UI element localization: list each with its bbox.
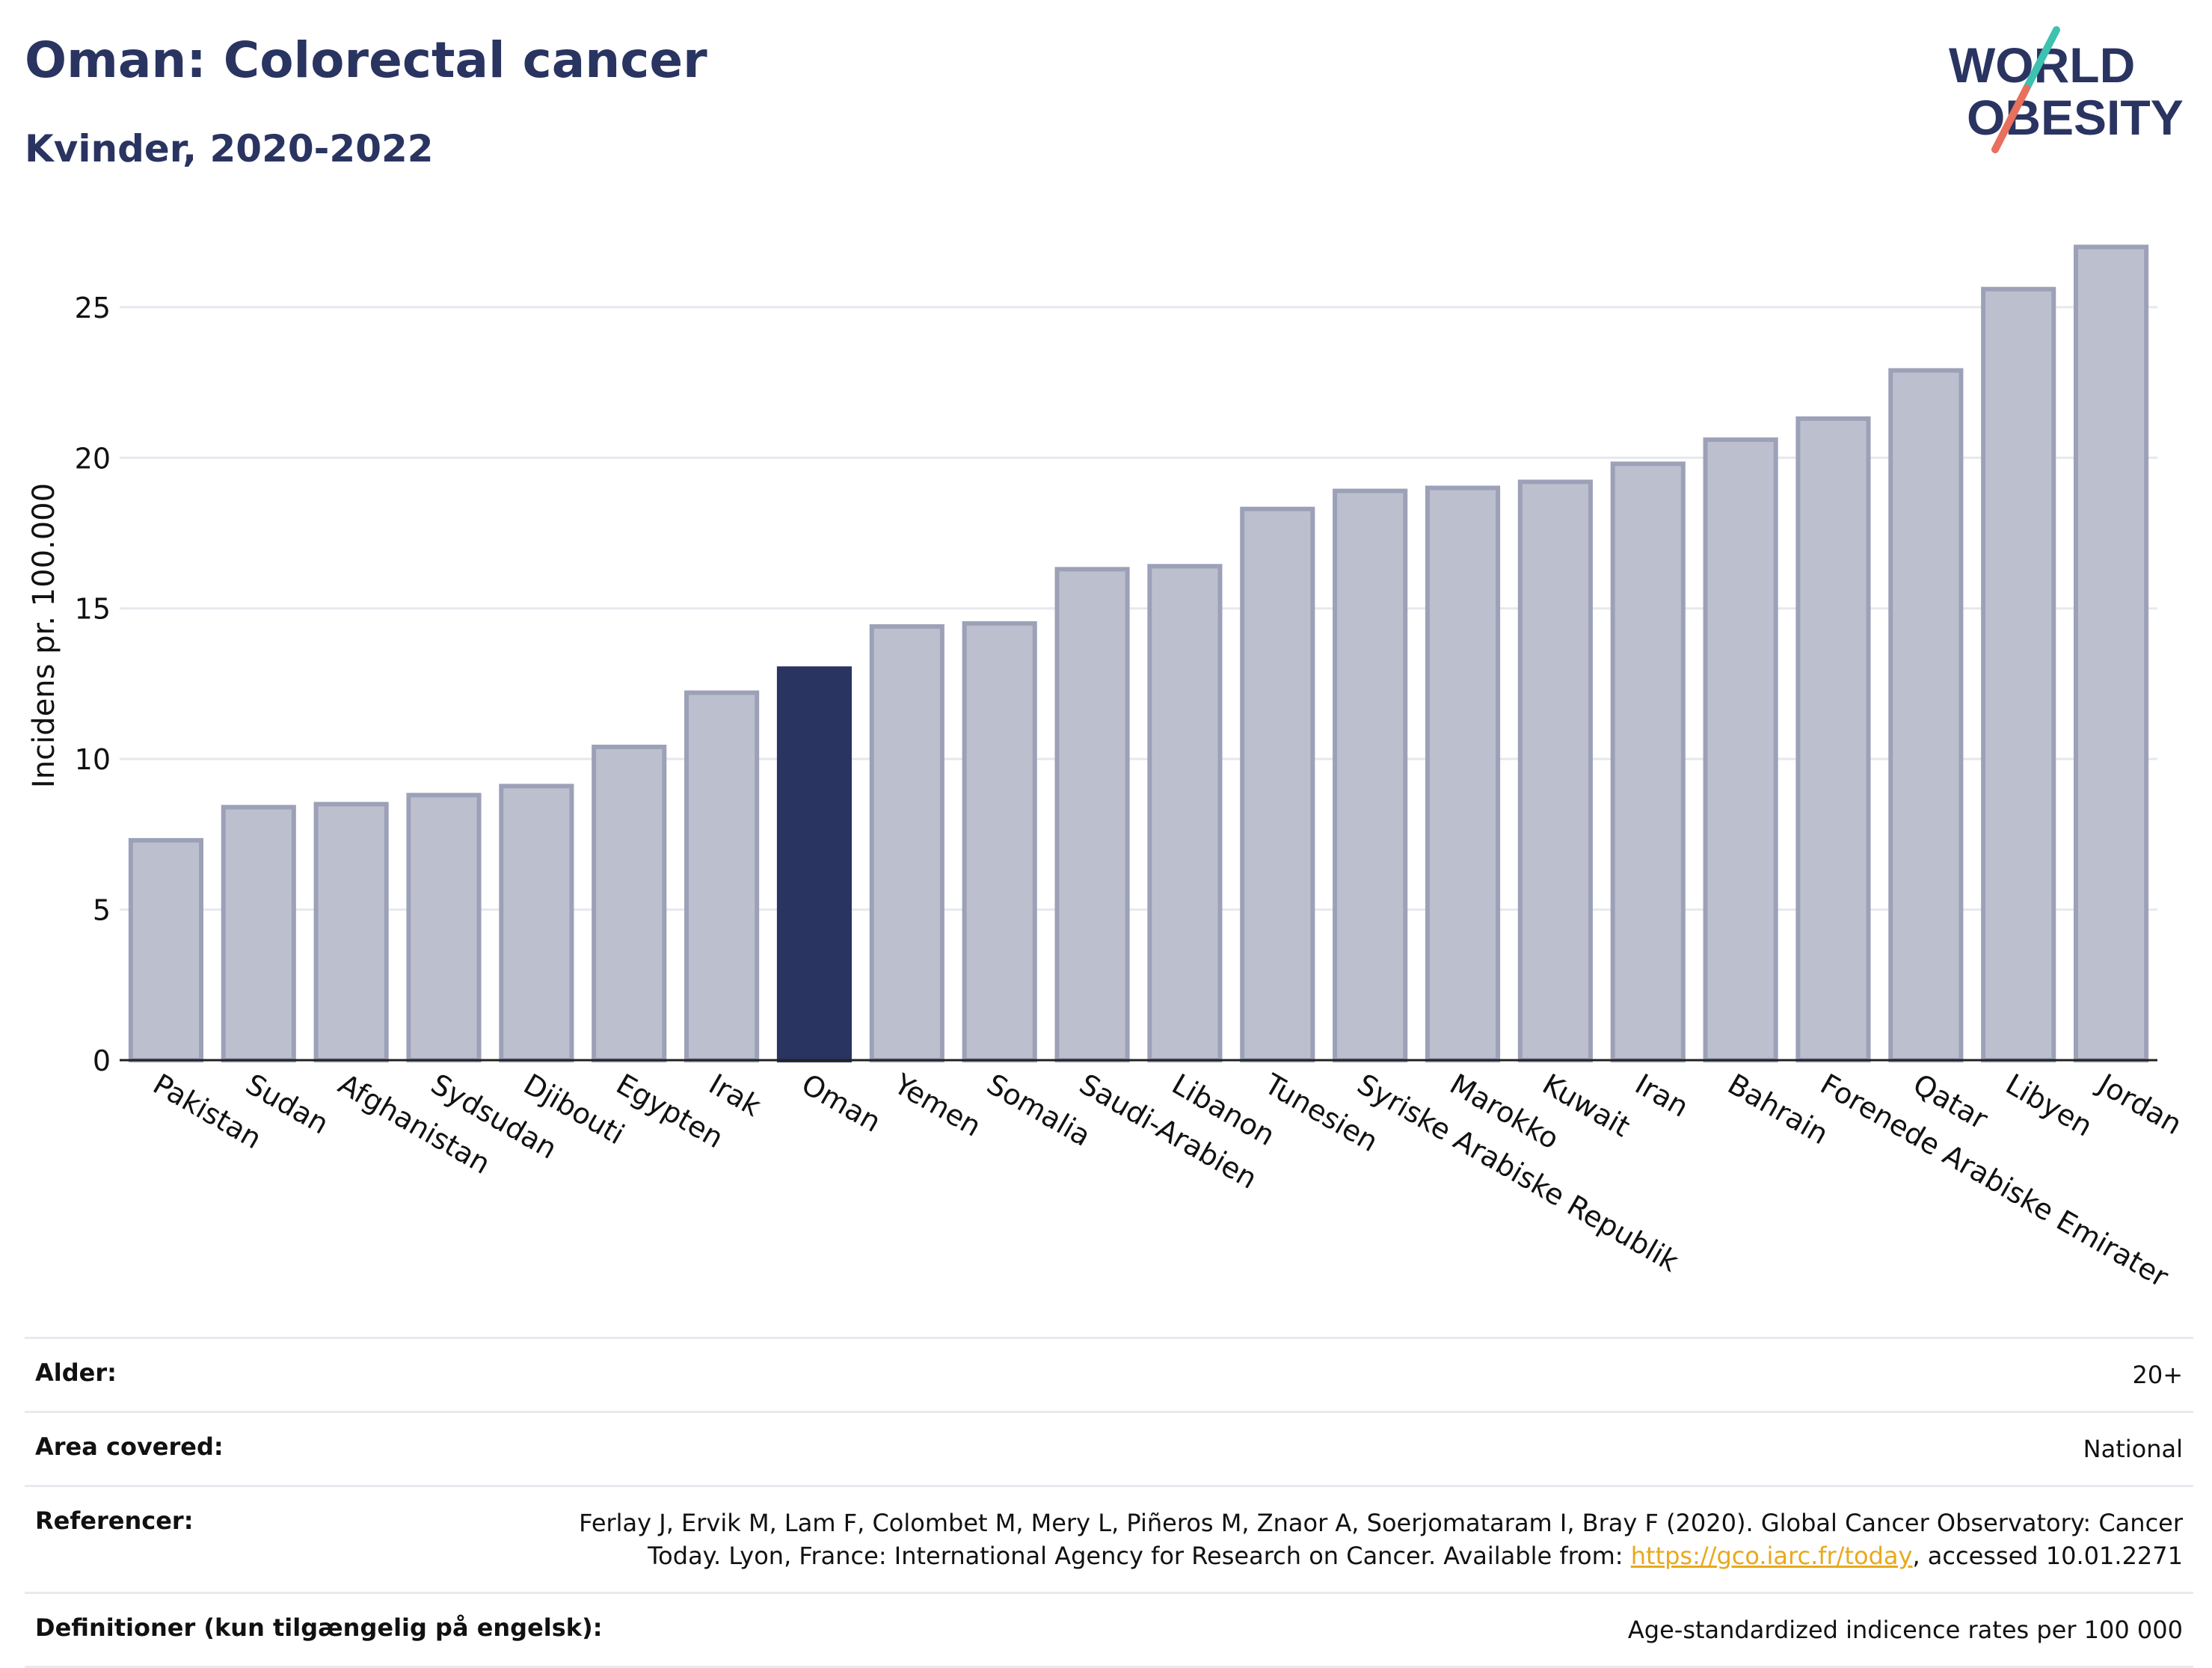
x-tick-label: Libyen	[2000, 1068, 2098, 1143]
bar-syriske-arabiske-republik[interactable]	[1333, 488, 1408, 1062]
meta-row-definitions: Definitioner (kun tilgængelig på engelsk…	[25, 1592, 2193, 1668]
bar-marokko[interactable]	[1425, 485, 1501, 1062]
x-tick-label: Somalia	[981, 1068, 1096, 1153]
reference-accessed: , accessed 10.01.2271	[1912, 1542, 2183, 1570]
y-tick-label: 25	[75, 292, 111, 324]
bar-sudan[interactable]	[221, 804, 296, 1062]
y-tick-label: 15	[75, 593, 111, 626]
chart-subtitle: Kvinder, 2020-2022	[25, 127, 434, 170]
x-tick-label: Syriske Arabiske Republik	[1352, 1068, 1684, 1278]
y-tick-label: 5	[93, 894, 111, 927]
bar-libyen[interactable]	[1981, 286, 2056, 1063]
bar-forenede-arabiske-emirater[interactable]	[1795, 416, 1871, 1062]
y-axis-label: Incidens pr. 100.000	[27, 483, 61, 788]
meta-label: Area covered:	[35, 1432, 224, 1461]
x-tick-label: Yemen	[888, 1067, 986, 1143]
bar-qatar[interactable]	[1888, 368, 1964, 1062]
bar-yemen[interactable]	[869, 624, 944, 1062]
logo-slash-coral	[1991, 84, 2030, 153]
meta-value: National	[2083, 1435, 2183, 1463]
bar-somalia[interactable]	[962, 621, 1037, 1062]
x-tick-label: Iran	[1629, 1068, 1694, 1124]
meta-label: Alder:	[35, 1358, 117, 1387]
x-tick-label: Jordan	[2092, 1067, 2187, 1142]
world-obesity-logo: WORLD OBESITY	[1949, 26, 2184, 153]
bar-djibouti[interactable]	[499, 784, 574, 1063]
y-tick-label: 0	[93, 1044, 111, 1077]
meta-row-references: Referencer: Ferlay J, Ervik M, Lam F, Co…	[25, 1485, 2193, 1592]
bar-tunesien[interactable]	[1240, 506, 1315, 1062]
y-tick-label: 20	[75, 442, 111, 475]
meta-row-age: Alder: 20+	[25, 1337, 2193, 1411]
x-tick-label: Egypten	[611, 1068, 729, 1155]
meta-value: 20+	[2132, 1361, 2183, 1389]
bars	[128, 244, 2149, 1063]
chart-title: Oman: Colorectal cancer	[25, 31, 707, 89]
x-tick-label: Bahrain	[1722, 1068, 1834, 1151]
meta-value: Ferlay J, Ervik M, Lam F, Colombet M, Me…	[538, 1507, 2183, 1572]
bar-sydsudan[interactable]	[406, 793, 482, 1062]
logo-slash-teal	[2023, 26, 2060, 92]
bar-bahrain[interactable]	[1703, 437, 1778, 1062]
bar-kuwait[interactable]	[1517, 479, 1593, 1062]
x-tick-label: Irak	[704, 1068, 766, 1123]
bar-oman[interactable]	[776, 666, 852, 1062]
bar-jordan[interactable]	[2074, 244, 2149, 1062]
bar-egypten[interactable]	[592, 745, 667, 1062]
bar-saudi-arabien[interactable]	[1054, 567, 1130, 1062]
bar-afghanistan[interactable]	[313, 801, 389, 1062]
bar-chart: 0510152025PakistanSudanAfghanistanSydsud…	[27, 244, 2187, 1293]
meta-value: Age-standardized indicence rates per 100…	[1627, 1616, 2183, 1644]
reference-text: Ferlay J, Ervik M, Lam F, Colombet M, Me…	[579, 1509, 2183, 1570]
meta-label: Definitioner (kun tilgængelig på engelsk…	[35, 1613, 603, 1642]
bar-irak[interactable]	[684, 690, 760, 1062]
bar-iran[interactable]	[1610, 461, 1686, 1062]
reference-link[interactable]: https://gco.iarc.fr/today	[1630, 1542, 1913, 1570]
y-tick-label: 10	[75, 743, 111, 776]
bar-libanon[interactable]	[1147, 564, 1223, 1062]
bar-pakistan[interactable]	[128, 837, 203, 1063]
x-tick-label: Oman	[796, 1068, 886, 1139]
meta-row-area: Area covered: National	[25, 1411, 2193, 1485]
meta-label: Referencer:	[35, 1507, 194, 1535]
metadata-table: Alder: 20+ Area covered: National Refere…	[25, 1337, 2193, 1668]
